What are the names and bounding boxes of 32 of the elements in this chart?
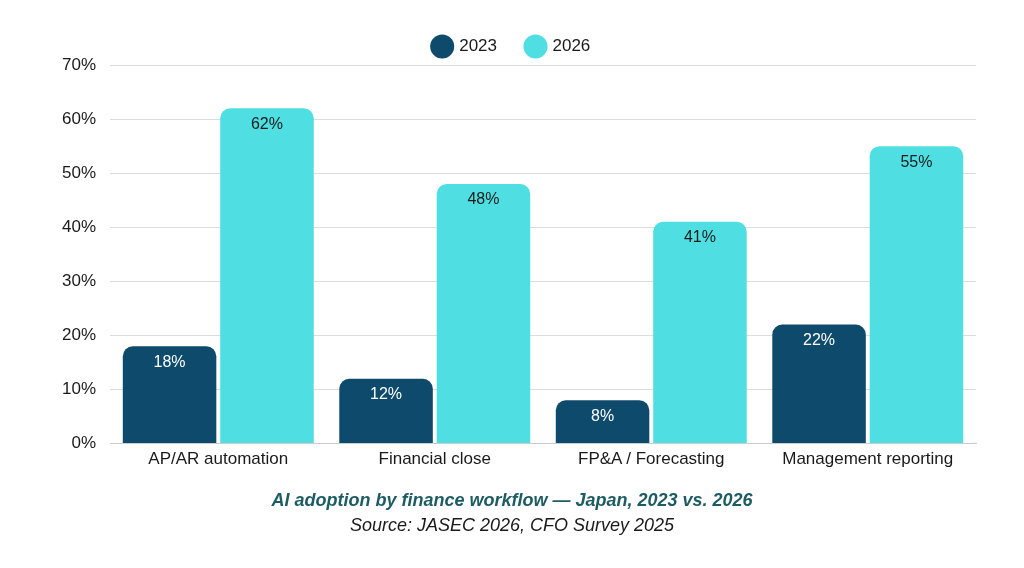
data-label: 22% (803, 331, 836, 349)
data-label: 12% (370, 385, 403, 403)
bar (869, 146, 964, 444)
y-tick-label: 70% (61, 54, 97, 74)
y-tick-label: 50% (61, 162, 97, 182)
x-tick-label: FP&A / Forecasting (578, 449, 725, 469)
bar (555, 400, 650, 444)
x-tick-label: Management reporting (782, 449, 954, 469)
y-tick-label: 60% (61, 108, 97, 128)
y-tick-label: 20% (61, 325, 97, 345)
y-tick-label: 10% (61, 379, 97, 399)
bar (772, 324, 866, 444)
data-label: 62% (250, 114, 283, 132)
data-label: 8% (590, 406, 615, 424)
data-label: 48% (467, 190, 500, 208)
source-note: Source: JASEC 2026, CFO Survey 2025 (348, 515, 676, 536)
bar (122, 346, 217, 444)
x-tick-label: AP/AR automation (148, 449, 289, 469)
legend-label: 2023 (459, 36, 498, 56)
y-tick-label: 0% (71, 433, 97, 453)
data-label: 55% (900, 152, 933, 170)
bar (339, 378, 433, 444)
data-label: 41% (683, 228, 716, 246)
legend-label: 2026 (552, 36, 591, 56)
y-tick-label: 40% (61, 216, 97, 236)
x-tick-label: Financial close (378, 449, 491, 469)
bar (653, 221, 747, 444)
data-label: 18% (153, 352, 186, 370)
text: AI adoption by finance workflow — Japan, 2023 vs. 2026 (270, 490, 754, 511)
bar (220, 108, 314, 444)
y-tick-label: 30% (61, 271, 97, 291)
bar (436, 183, 531, 444)
